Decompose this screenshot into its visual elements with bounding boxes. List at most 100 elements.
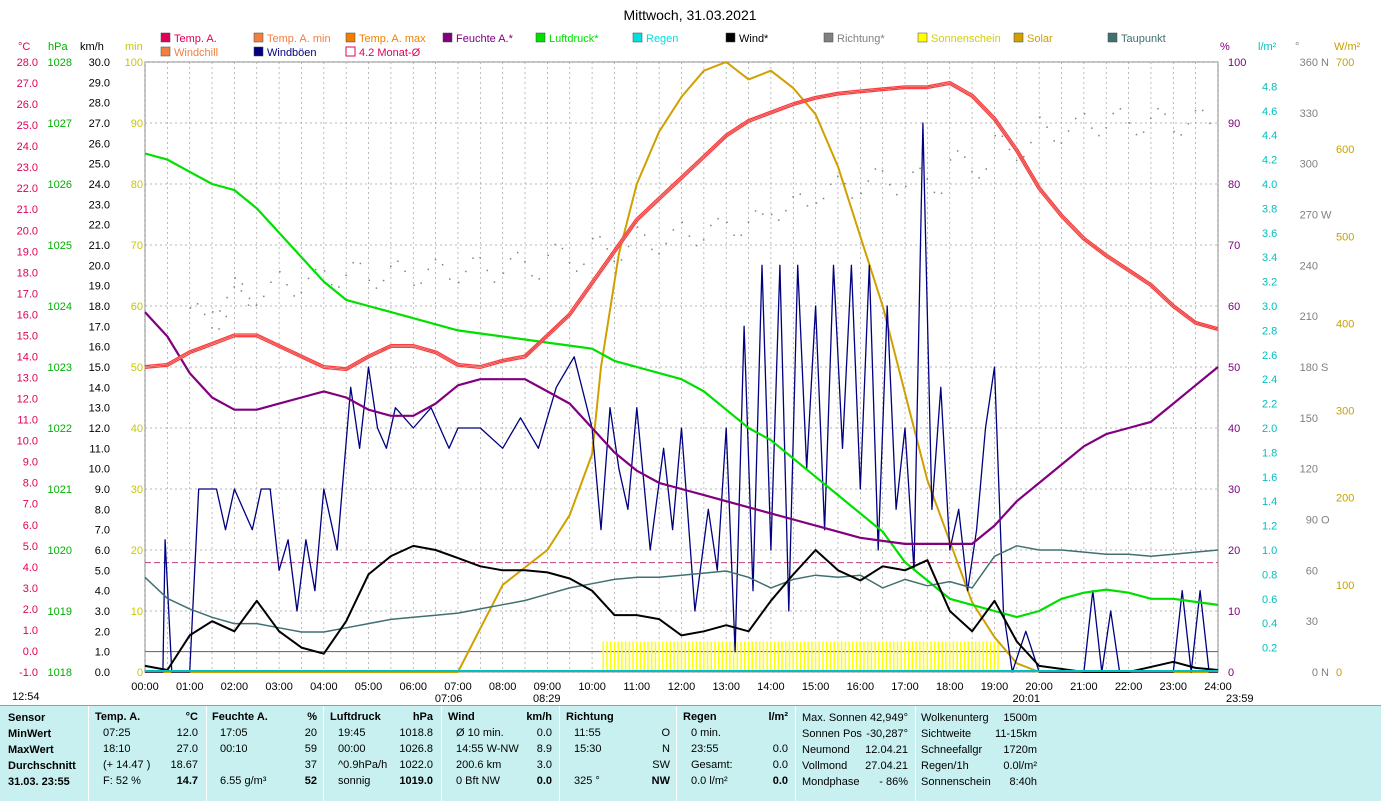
direction-dot — [905, 185, 907, 188]
direction-dot — [778, 219, 780, 221]
minutes-tick-label: 80 — [131, 179, 143, 191]
temp-tick-label: 28.0 — [17, 57, 38, 69]
wind-tick-label: 0.0 — [95, 667, 110, 679]
wind-tick-label: 12.0 — [89, 423, 110, 435]
rain-tick-label: 4.8 — [1262, 81, 1277, 93]
wind-value: 0.0 — [536, 775, 552, 787]
direction-dot — [695, 244, 698, 247]
temp-tick-label: 9.0 — [23, 457, 38, 469]
unit-rain: l/m² — [1258, 41, 1277, 53]
time-tick-label: 06:00 — [399, 681, 427, 693]
temp-tick-label: 22.0 — [17, 183, 38, 195]
temp-unit: °C — [185, 711, 198, 723]
direction-letter-label: N — [1321, 57, 1329, 69]
humidity-tick-label: 90 — [1228, 118, 1240, 130]
direction-dot — [733, 234, 735, 236]
direction-dot — [770, 213, 773, 216]
weather-value: 1500m — [1003, 712, 1037, 724]
direction-dot — [1067, 130, 1070, 132]
direction-dot — [561, 247, 564, 250]
direction-dot — [330, 283, 333, 286]
rain-label: Gesamt: — [691, 759, 733, 771]
direction-tick-label: 330 — [1300, 108, 1318, 120]
wind-tick-label: 19.0 — [89, 281, 110, 293]
legend-swatch — [160, 32, 171, 43]
direction-dot — [933, 191, 936, 194]
weather-chart: Mittwoch, 31.03.2021 Temp. A. Temp. A. mi… — [12, 7, 1361, 705]
rain-tick-label: 0.8 — [1262, 569, 1277, 581]
minutes-tick-label: 90 — [131, 118, 143, 130]
wind-tick-label: 20.0 — [89, 260, 110, 272]
dir-label: 15:30 — [574, 743, 602, 755]
direction-dot — [204, 313, 206, 316]
temp-tick-label: -1.0 — [19, 667, 38, 679]
direction-letter-label: W — [1321, 210, 1332, 222]
direction-dot — [382, 279, 385, 282]
direction-dot — [1015, 159, 1018, 162]
temp-label: 07:25 — [103, 727, 131, 739]
legend-swatch — [823, 32, 834, 43]
direction-dot — [702, 239, 705, 241]
direction-tick-label: 180 — [1300, 362, 1318, 374]
time-label-end: 23:59 — [1226, 693, 1254, 705]
direction-dot — [286, 284, 288, 286]
weather-value: 0.0l/m² — [1003, 760, 1037, 772]
direction-dot — [761, 213, 764, 215]
solar-tick-label: 200 — [1336, 493, 1354, 505]
solar-tick-label: 600 — [1336, 144, 1354, 156]
wind-tick-label: 21.0 — [89, 240, 110, 252]
legend-label: Wind* — [739, 33, 769, 45]
direction-dot — [314, 268, 317, 271]
direction-tick-label: 300 — [1300, 159, 1318, 171]
solar-tick-label: 100 — [1336, 580, 1354, 592]
direction-dot — [912, 171, 914, 173]
temp-tick-label: 15.0 — [17, 330, 38, 342]
temp-tick-label: 23.0 — [17, 162, 38, 174]
time-tick-label: 07:00 — [444, 681, 472, 693]
direction-dot — [307, 277, 310, 280]
legend-swatch — [632, 32, 643, 43]
rain-value: 0.0 — [772, 759, 788, 771]
humidity-tick-label: 80 — [1228, 179, 1240, 191]
direction-dot — [404, 270, 406, 273]
direction-dot — [247, 304, 250, 306]
direction-dot — [359, 262, 362, 265]
direction-tick-label: 240 — [1300, 260, 1318, 272]
rain-tick-label: 2.6 — [1262, 350, 1277, 362]
direction-dot — [420, 282, 422, 284]
sensor-row: 31.03. 23:55 — [8, 776, 70, 788]
minutes-tick-label: 50 — [131, 362, 143, 374]
wind-unit: km/h — [526, 711, 552, 723]
time-label-sunrise: 07:06 — [435, 693, 463, 705]
minutes-tick-label: 70 — [131, 240, 143, 252]
time-tick-label: 14:00 — [757, 681, 785, 693]
direction-tick-label: 0 — [1312, 667, 1318, 679]
legend-label: Regen — [646, 33, 678, 45]
astro-label: Sonnen Pos — [802, 728, 862, 740]
dir-value: NW — [651, 775, 670, 787]
direction-dot — [583, 263, 585, 266]
minutes-tick-label: 100 — [125, 57, 143, 69]
wind-tick-label: 9.0 — [95, 484, 110, 496]
temp-tick-label: 26.0 — [17, 99, 38, 111]
direction-dot — [627, 245, 630, 248]
rain-value: 0.0 — [772, 743, 788, 755]
direction-dot — [985, 168, 988, 170]
astro-label: Max. Sonnen — [802, 712, 867, 724]
direction-dot — [263, 295, 265, 298]
rain-label: 23:55 — [691, 743, 719, 755]
rain-value: 0.0 — [772, 775, 788, 787]
rain-tick-label: 0.4 — [1262, 618, 1277, 630]
direction-dot — [822, 197, 825, 200]
time-tick-label: 19:00 — [981, 681, 1009, 693]
rain-tick-label: 2.4 — [1262, 374, 1277, 386]
astro-value: 42,949° — [869, 712, 908, 724]
legend-label: Richtung* — [837, 33, 885, 45]
direction-dot — [599, 236, 601, 238]
legend-label: Temp. A. min — [267, 33, 331, 45]
rain-tick-label: 4.0 — [1262, 179, 1277, 191]
temperature-line-core — [144, 82, 1219, 370]
time-tick-label: 02:00 — [221, 681, 249, 693]
wind-value: 0.0 — [536, 727, 552, 739]
pressure-tick-label: 1028 — [48, 57, 72, 69]
